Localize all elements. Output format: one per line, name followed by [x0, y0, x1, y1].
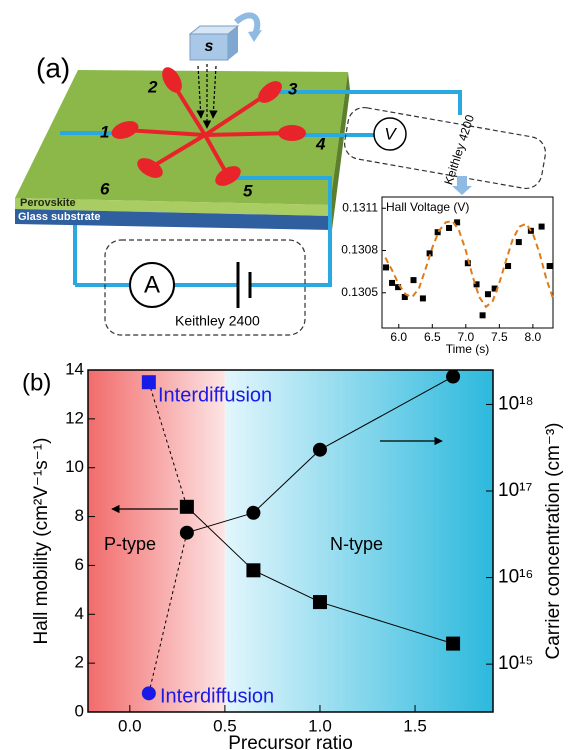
y2-axis-title: Carrier concentration (cm⁻³) — [543, 422, 564, 659]
page: (a) Perovskite Glass substrate 1 2 3 4 5… — [0, 0, 571, 750]
x-tick-label: 7.5 — [491, 330, 508, 344]
marker — [480, 312, 486, 318]
marker — [516, 239, 522, 245]
marker — [420, 295, 426, 301]
y-tick-label: 12 — [65, 408, 84, 427]
marker — [142, 686, 156, 700]
marker — [411, 277, 417, 283]
instrument-label: Keithley 4200 — [441, 113, 477, 187]
contact-label: 2 — [147, 77, 158, 96]
annotation: P-type — [104, 534, 156, 554]
marker — [485, 291, 491, 297]
y-tick-label: 14 — [65, 359, 84, 378]
panel-label: (a) — [36, 52, 70, 83]
marker — [383, 264, 389, 270]
y-tick-label: 4 — [75, 604, 84, 623]
y-tick-label: 0 — [75, 701, 84, 720]
y2-tick-label: 10¹⁷ — [498, 480, 532, 501]
marker — [313, 443, 327, 457]
contact-label: 6 — [100, 179, 110, 198]
y-tick-label: 0.1305 — [341, 285, 378, 299]
y-tick-label: 6 — [75, 555, 84, 574]
y-tick-label: 8 — [75, 506, 84, 525]
y-tick-label: 10 — [65, 457, 84, 476]
marker — [446, 637, 460, 651]
layer-label: Perovskite — [20, 197, 76, 209]
marker — [246, 506, 260, 520]
ammeter-label: A — [144, 271, 160, 298]
y2-tick-label: 10¹⁸ — [498, 393, 533, 414]
x-tick-label: 8.0 — [525, 330, 542, 344]
x-axis-title: Time (s) — [446, 342, 490, 356]
marker — [547, 263, 553, 269]
sample-label: s — [205, 38, 214, 55]
contact-label: 4 — [315, 134, 326, 153]
contact-label: 3 — [288, 79, 298, 98]
chart-title: Hall Voltage (V) — [386, 200, 469, 214]
instrument-label: Keithley 2400 — [175, 313, 260, 329]
marker — [539, 224, 545, 230]
x-tick-label: 6.0 — [390, 330, 407, 344]
y-tick-label: 2 — [75, 653, 84, 672]
voltmeter-label: V — [384, 124, 397, 143]
y2-tick-label: 10¹⁶ — [498, 567, 533, 588]
y-tick-label: 0.1311 — [342, 200, 378, 214]
figure: (a) Perovskite Glass substrate 1 2 3 4 5… — [0, 0, 571, 750]
x-tick-label: 6.5 — [424, 330, 441, 344]
contact-label: 5 — [243, 181, 253, 200]
marker — [142, 375, 156, 389]
annotation: Interdiffusion — [158, 384, 272, 406]
contact-label: 1 — [100, 122, 109, 141]
marker — [180, 500, 194, 514]
y2-tick-label: 10¹⁵ — [498, 653, 533, 674]
marker — [446, 225, 452, 231]
annotation: N-type — [330, 534, 383, 554]
marker — [246, 563, 260, 577]
x-tick-label: 1.5 — [403, 716, 427, 735]
x-tick-label: 0.0 — [118, 716, 142, 735]
marker — [389, 280, 395, 286]
x-axis-title: Precursor ratio — [228, 733, 353, 750]
panel-label: (b) — [22, 369, 51, 396]
marker — [180, 526, 194, 540]
layer-label: Glass substrate — [18, 211, 101, 223]
annotation: Interdiffusion — [160, 685, 274, 707]
rotation-arrow-head — [248, 30, 262, 42]
marker — [446, 370, 460, 384]
y-axis-title: Hall mobility (cm²V⁻¹s⁻¹) — [31, 438, 52, 645]
inset-background — [338, 195, 555, 358]
y-tick-label: 0.1308 — [341, 243, 378, 257]
marker — [313, 595, 327, 609]
